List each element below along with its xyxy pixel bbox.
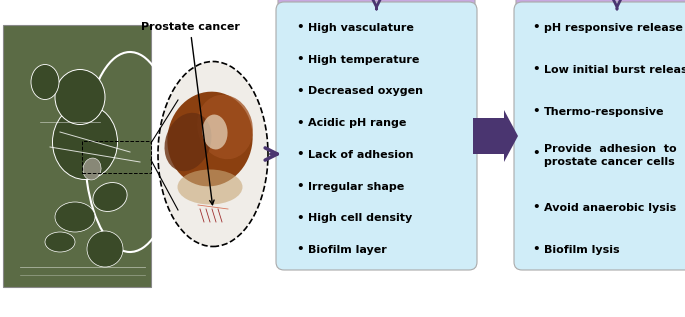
FancyBboxPatch shape: [514, 2, 685, 270]
Text: Prostate cancer: Prostate cancer: [140, 22, 240, 205]
Text: Avoid anaerobic lysis: Avoid anaerobic lysis: [544, 203, 676, 213]
FancyBboxPatch shape: [276, 2, 477, 270]
Text: High temperature: High temperature: [308, 55, 419, 65]
PathPatch shape: [473, 110, 518, 162]
Text: •: •: [296, 180, 303, 193]
Text: pH responsive release: pH responsive release: [544, 23, 683, 33]
Text: •: •: [532, 202, 540, 215]
Ellipse shape: [31, 64, 59, 100]
Text: •: •: [296, 22, 303, 35]
Ellipse shape: [167, 92, 253, 186]
Ellipse shape: [55, 202, 95, 232]
Text: Biofilm layer: Biofilm layer: [308, 245, 387, 255]
Text: High vasculature: High vasculature: [308, 23, 414, 33]
Ellipse shape: [203, 114, 227, 150]
Text: •: •: [296, 243, 303, 256]
Text: •: •: [296, 148, 303, 161]
FancyBboxPatch shape: [516, 0, 685, 12]
Text: •: •: [296, 53, 303, 66]
Text: Lack of adhesion: Lack of adhesion: [308, 150, 414, 160]
Text: Low initial burst release: Low initial burst release: [544, 65, 685, 75]
Ellipse shape: [93, 183, 127, 211]
Circle shape: [87, 231, 123, 267]
Ellipse shape: [83, 158, 101, 180]
Text: •: •: [532, 147, 540, 160]
Text: prostate cancer cells: prostate cancer cells: [544, 157, 675, 167]
Ellipse shape: [45, 232, 75, 252]
Ellipse shape: [197, 95, 253, 159]
Text: Biofilm lysis: Biofilm lysis: [544, 245, 620, 255]
Text: Decreased oxygen: Decreased oxygen: [308, 87, 423, 96]
Text: •: •: [296, 85, 303, 98]
Text: Irregular shape: Irregular shape: [308, 182, 404, 191]
Text: •: •: [532, 63, 540, 76]
Text: Provide  adhesion  to: Provide adhesion to: [544, 144, 677, 154]
Text: Thermo-responsive: Thermo-responsive: [544, 107, 664, 117]
Ellipse shape: [164, 113, 212, 171]
Text: •: •: [532, 243, 540, 256]
Text: •: •: [532, 106, 540, 119]
Ellipse shape: [53, 105, 118, 179]
Text: •: •: [296, 117, 303, 130]
Text: Acidic pH range: Acidic pH range: [308, 118, 406, 128]
Ellipse shape: [177, 170, 242, 204]
FancyBboxPatch shape: [3, 25, 151, 287]
Text: •: •: [532, 22, 540, 35]
FancyBboxPatch shape: [278, 0, 475, 12]
Ellipse shape: [55, 69, 105, 125]
Text: •: •: [296, 212, 303, 225]
Text: High cell density: High cell density: [308, 213, 412, 223]
Ellipse shape: [158, 61, 268, 247]
